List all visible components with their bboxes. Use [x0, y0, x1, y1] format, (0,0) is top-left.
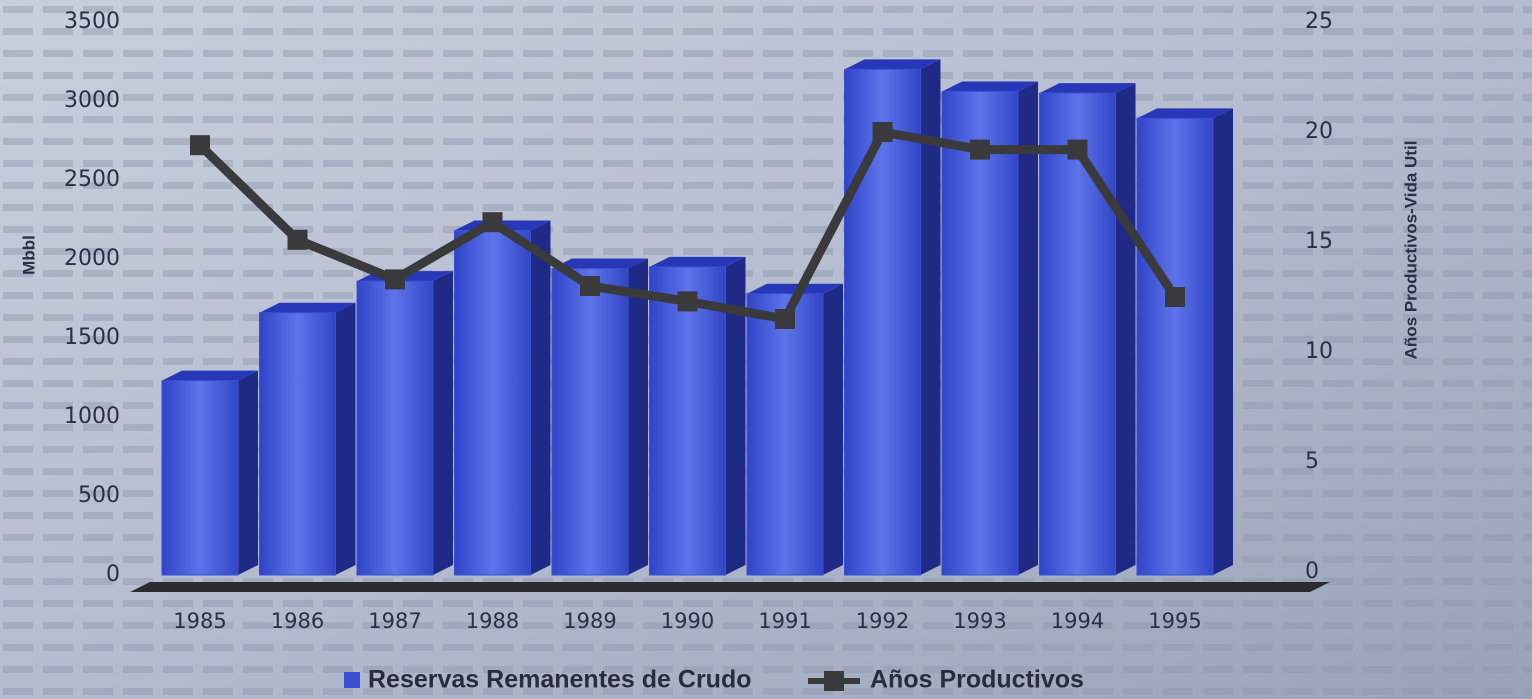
y-tick-label: 3500	[64, 9, 120, 34]
line-marker	[677, 291, 698, 312]
bar	[259, 312, 336, 576]
x-tick-label: 1989	[563, 609, 616, 633]
bar	[454, 230, 531, 576]
y2-tick-label: 20	[1305, 119, 1333, 144]
bar-side	[920, 59, 941, 575]
bar-side	[1018, 81, 1038, 576]
bar-side	[530, 220, 551, 575]
line-marker	[482, 212, 503, 233]
x-tick-label: 1992	[856, 609, 909, 633]
x-tick-label: 1995	[1148, 609, 1201, 633]
line-marker	[190, 135, 210, 156]
y-tick-label: 3000	[64, 88, 120, 113]
y-tick-label: 2000	[64, 246, 120, 271]
bar-side	[335, 302, 356, 575]
y-tick-label: 0	[106, 562, 120, 587]
line-marker	[1165, 287, 1185, 307]
bar-top	[747, 283, 843, 294]
y-tick-label: 500	[78, 483, 120, 508]
x-tick-label: 1986	[271, 609, 324, 633]
bar	[1136, 117, 1214, 576]
floor	[130, 582, 1330, 592]
legend-label: Reservas Remanentes de Crudo	[368, 666, 751, 694]
bar-top	[1039, 83, 1136, 94]
y2-axis-title: Años Productivos-Vida Util	[1401, 141, 1420, 360]
x-tick-label: 1994	[1051, 609, 1104, 633]
bar	[161, 380, 239, 576]
legend-swatch	[344, 672, 360, 688]
line-marker	[775, 309, 795, 329]
y2-tick-label: 25	[1305, 9, 1333, 34]
bar-top	[552, 258, 648, 269]
x-tick-label: 1985	[173, 609, 226, 633]
bar-top	[259, 302, 356, 313]
bar-side	[725, 256, 746, 575]
y-axis-title: Mbbl	[19, 235, 38, 275]
legend-marker	[824, 671, 844, 691]
x-tick-label: 1987	[368, 609, 421, 633]
bar-top	[162, 370, 258, 381]
bar-side	[1115, 83, 1136, 575]
y2-tick-label: 0	[1305, 559, 1319, 584]
x-tick-label: 1990	[661, 609, 714, 633]
bar-side	[628, 258, 648, 575]
bar-top	[1137, 108, 1233, 119]
bar	[356, 280, 434, 576]
line-marker	[287, 229, 308, 250]
bar-side	[238, 370, 258, 575]
legend-label: Años Productivos	[870, 666, 1084, 694]
y2-tick-label: 5	[1305, 449, 1319, 474]
x-tick-label: 1993	[953, 609, 1006, 633]
bar	[746, 293, 824, 576]
bar-top	[942, 81, 1038, 92]
line-marker	[580, 276, 600, 296]
y-tick-label: 1500	[64, 325, 120, 350]
x-tick-label: 1991	[758, 609, 811, 633]
y-tick-label: 2500	[64, 167, 120, 192]
line-marker	[1067, 139, 1088, 160]
bar-top	[649, 256, 746, 267]
line-marker	[872, 122, 893, 142]
bar	[1039, 92, 1116, 576]
bar-side	[823, 283, 843, 575]
line-marker	[385, 269, 405, 290]
y-tick-label: 1000	[64, 404, 120, 429]
bar	[844, 68, 921, 576]
y2-tick-label: 10	[1305, 339, 1333, 364]
bar	[649, 266, 726, 576]
bar-side	[1213, 108, 1233, 575]
line-marker	[970, 139, 990, 160]
bar-top	[844, 59, 941, 70]
bar-side	[433, 271, 453, 575]
y2-tick-label: 15	[1305, 229, 1333, 254]
x-tick-label: 1988	[466, 609, 519, 633]
bar	[551, 267, 629, 576]
bar	[941, 91, 1019, 576]
